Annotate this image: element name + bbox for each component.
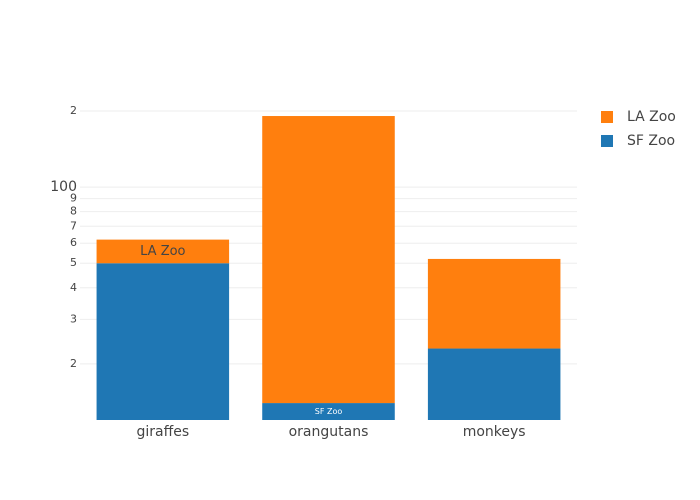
bar xyxy=(427,348,561,420)
legend-label: SF Zoo xyxy=(627,133,675,149)
bar xyxy=(262,116,395,404)
y-tick-label: 5 xyxy=(70,256,77,269)
bar xyxy=(96,263,230,420)
y-tick-label: 4 xyxy=(70,281,77,294)
x-tick-label: orangutans xyxy=(289,424,369,440)
legend-label: LA Zoo xyxy=(627,109,676,125)
y-tick-label: 7 xyxy=(70,219,77,232)
y-tick-label: 2 xyxy=(70,104,77,117)
y-tick-label: 3 xyxy=(70,312,77,325)
legend-swatch xyxy=(601,135,613,147)
y-tick-label: 2 xyxy=(70,357,77,370)
bar xyxy=(427,258,561,349)
bar xyxy=(96,239,230,264)
y-tick-label: 6 xyxy=(70,236,77,249)
x-tick-label: monkeys xyxy=(463,424,526,440)
bar-label: LA Zoo xyxy=(140,244,185,259)
bar-label: SF Zoo xyxy=(315,407,343,416)
y-tick-label: 100 xyxy=(50,179,77,195)
y-tick-label: 9 xyxy=(70,192,77,205)
x-tick-label: giraffes xyxy=(136,424,189,440)
bar xyxy=(262,403,395,420)
y-tick-label: 8 xyxy=(70,205,77,218)
legend-swatch xyxy=(601,111,613,123)
